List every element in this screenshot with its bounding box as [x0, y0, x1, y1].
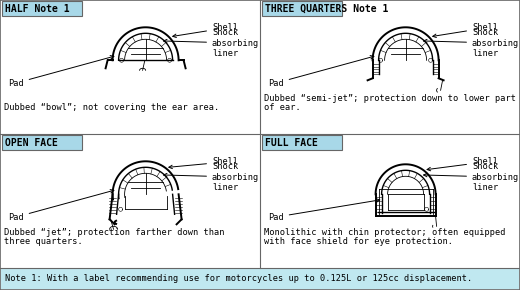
Text: Shock
absorbing
liner: Shock absorbing liner	[424, 28, 519, 58]
Bar	[2, 135, 82, 150]
Text: Shock
absorbing
liner: Shock absorbing liner	[164, 28, 259, 58]
Text: Shock
absorbing
liner: Shock absorbing liner	[424, 162, 519, 192]
Bar	[1, 268, 519, 289]
Bar	[0, 134, 260, 268]
Bar	[260, 0, 520, 134]
Text: Shell: Shell	[433, 23, 498, 37]
Text: Shell: Shell	[427, 157, 498, 171]
Text: Dubbed “jet”; protection farther down than: Dubbed “jet”; protection farther down th…	[4, 228, 225, 237]
Text: three quarters.: three quarters.	[4, 237, 83, 246]
Text: Shell: Shell	[169, 157, 238, 169]
Text: of ear.: of ear.	[264, 103, 301, 112]
Text: Pad: Pad	[8, 190, 114, 222]
Text: Monolithic with chin protector; often equipped: Monolithic with chin protector; often eq…	[264, 228, 505, 237]
Text: Shock
absorbing
liner: Shock absorbing liner	[164, 162, 259, 192]
Text: Pad: Pad	[268, 56, 374, 88]
Bar	[262, 1, 342, 16]
Text: Shell: Shell	[173, 23, 238, 37]
Text: with face shield for eye protection.: with face shield for eye protection.	[264, 237, 453, 246]
Bar	[2, 1, 82, 16]
Text: THREE QUARTERS Note 1: THREE QUARTERS Note 1	[265, 3, 388, 14]
Text: FULL FACE: FULL FACE	[265, 137, 318, 148]
Text: OPEN FACE: OPEN FACE	[5, 137, 58, 148]
Bar	[0, 0, 260, 134]
Text: Dubbed “bowl”; not covering the ear area.: Dubbed “bowl”; not covering the ear area…	[4, 103, 219, 112]
Text: Pad: Pad	[8, 56, 114, 88]
Text: Dubbed “semi-jet”; protection down to lower part: Dubbed “semi-jet”; protection down to lo…	[264, 94, 516, 103]
Bar	[260, 134, 520, 268]
Text: Pad: Pad	[268, 199, 380, 222]
Text: HALF Note 1: HALF Note 1	[5, 3, 70, 14]
Text: Note 1: With a label recommending use for motorcycles up to 0.125L or 125cc disp: Note 1: With a label recommending use fo…	[5, 274, 472, 283]
Bar	[262, 135, 342, 150]
